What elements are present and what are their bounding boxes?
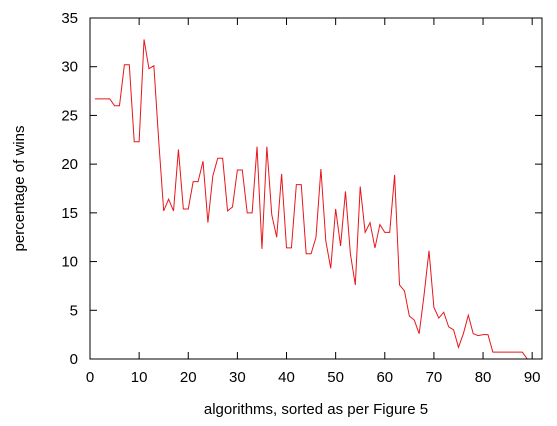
x-tick-label-10: 10 bbox=[131, 369, 148, 386]
x-tick-label-0: 0 bbox=[86, 369, 94, 386]
y-axis-label: percentage of wins bbox=[11, 126, 28, 252]
y-tick-label-10: 10 bbox=[61, 254, 78, 271]
series-line bbox=[94, 39, 528, 360]
x-tick-label-70: 70 bbox=[426, 369, 443, 386]
plot-frame bbox=[89, 17, 543, 360]
y-tick-label-20: 20 bbox=[61, 156, 78, 173]
y-tick-label-25: 25 bbox=[61, 107, 78, 124]
x-axis-label: algorithms, sorted as per Figure 5 bbox=[204, 401, 428, 418]
y-tick-label-5: 5 bbox=[70, 302, 78, 319]
x-tick-label-30: 30 bbox=[229, 369, 246, 386]
x-tick-label-20: 20 bbox=[180, 369, 197, 386]
y-tick-label-35: 35 bbox=[61, 10, 78, 27]
axis-ticks bbox=[89, 17, 542, 360]
x-tick-label-50: 50 bbox=[327, 369, 344, 386]
tick-labels: 0 10 20 30 40 50 60 70 80 90 0 5 10 15 20 25 30 35 bbox=[61, 10, 540, 386]
x-tick-label-40: 40 bbox=[278, 369, 295, 386]
x-tick-label-80: 80 bbox=[475, 369, 492, 386]
y-tick-label-0: 0 bbox=[70, 351, 78, 368]
x-tick-label-90: 90 bbox=[524, 369, 541, 386]
y-tick-label-15: 15 bbox=[61, 205, 78, 222]
y-tick-label-30: 30 bbox=[61, 59, 78, 76]
x-tick-label-60: 60 bbox=[376, 369, 393, 386]
